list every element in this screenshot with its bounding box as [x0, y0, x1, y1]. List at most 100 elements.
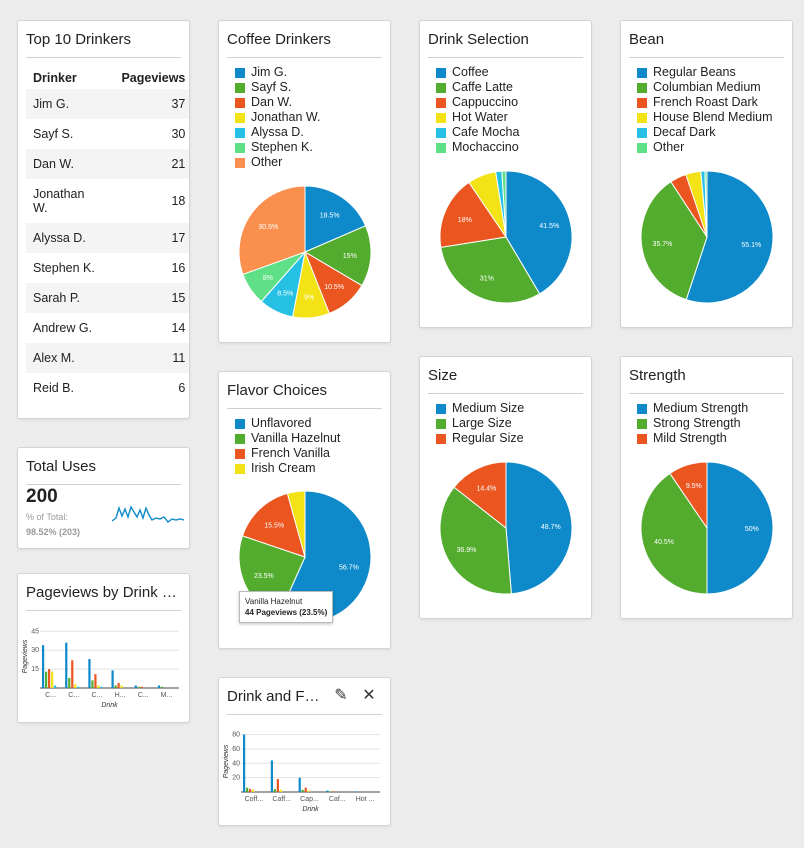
pie-slice-medium-strength[interactable] [706, 461, 774, 595]
bar[interactable] [91, 680, 94, 688]
pie-slice-regular-size[interactable] [453, 461, 507, 530]
bar[interactable] [120, 685, 123, 688]
bar[interactable] [94, 674, 97, 688]
legend-item-caffe-latte[interactable]: Caffe Latte [436, 80, 519, 95]
bar[interactable] [45, 671, 48, 688]
edit-icon[interactable]: ✎ [334, 687, 348, 704]
legend-item-other[interactable]: Other [235, 155, 321, 170]
legend-item-french-roast-dark[interactable]: French Roast Dark [637, 95, 773, 110]
bar[interactable] [74, 684, 77, 688]
legend-item-large-size[interactable]: Large Size [436, 416, 524, 431]
bar[interactable] [249, 789, 252, 792]
bar[interactable] [111, 670, 114, 688]
column-header-pageviews[interactable]: Pageviews [121, 71, 186, 85]
legend-item-jim-g[interactable]: Jim G. [235, 65, 321, 80]
legend-label: Other [653, 140, 685, 154]
bar[interactable] [326, 790, 329, 792]
pie-slice-medium-size[interactable] [505, 461, 573, 595]
bar[interactable] [298, 777, 301, 792]
legend-item-irish-cream[interactable]: Irish Cream [235, 461, 340, 476]
bar[interactable] [279, 789, 282, 792]
pie-slice-large-size[interactable] [439, 486, 512, 595]
bar[interactable] [42, 645, 45, 688]
bar[interactable] [304, 787, 307, 792]
pie-slice-strong-strength[interactable] [640, 472, 708, 595]
legend-item-jonathan-w[interactable]: Jonathan W. [235, 110, 321, 125]
bar[interactable] [307, 790, 310, 792]
bar[interactable] [273, 789, 276, 792]
legend-item-coffee[interactable]: Coffee [436, 65, 519, 80]
pie-slice-regular-beans[interactable] [685, 170, 774, 304]
y-tick-label: 40 [232, 760, 240, 767]
legend-item-alyssa-d[interactable]: Alyssa D. [235, 125, 321, 140]
bar[interactable] [137, 686, 140, 688]
pie-slice-jim-g[interactable] [304, 185, 367, 253]
legend-item-sayf-s[interactable]: Sayf S. [235, 80, 321, 95]
bar[interactable] [51, 671, 54, 688]
bar[interactable] [252, 789, 255, 792]
bar[interactable] [329, 791, 332, 792]
legend-item-house-blend-medium[interactable]: House Blend Medium [637, 110, 773, 125]
legend-item-mild-strength[interactable]: Mild Strength [637, 431, 748, 446]
pie-slice-sayf-s[interactable] [303, 225, 372, 287]
bar[interactable] [301, 789, 304, 792]
legend-item-regular-size[interactable]: Regular Size [436, 431, 524, 446]
bar[interactable] [65, 642, 68, 688]
bar[interactable] [160, 686, 164, 688]
widget-title: Coffee Drinkers [227, 31, 331, 48]
bar[interactable] [48, 669, 51, 688]
bar[interactable] [276, 779, 279, 792]
pie-slice-other[interactable] [238, 185, 306, 275]
legend-item-french-vanilla[interactable]: French Vanilla [235, 446, 340, 461]
pie-slice-mild-strength[interactable] [669, 461, 708, 530]
bar[interactable] [134, 685, 137, 688]
pageview-count: 17 [114, 223, 189, 253]
pie-slice-mochaccino[interactable] [501, 170, 507, 238]
bar[interactable] [246, 787, 249, 792]
legend-item-unflavored[interactable]: Unflavored [235, 416, 340, 431]
legend-item-cappuccino[interactable]: Cappuccino [436, 95, 519, 110]
pie-slice-irish-cream[interactable] [286, 490, 306, 558]
legend-item-medium-strength[interactable]: Medium Strength [637, 401, 748, 416]
legend-item-dan-w[interactable]: Dan W. [235, 95, 321, 110]
close-icon[interactable]: ✕ [362, 687, 376, 704]
bar[interactable] [68, 677, 71, 688]
legend-item-hot-water[interactable]: Hot Water [436, 110, 519, 125]
bar[interactable] [88, 659, 91, 688]
legend-item-other[interactable]: Other [637, 140, 773, 155]
bar[interactable] [71, 660, 74, 688]
bar[interactable] [77, 686, 80, 688]
pie-slice-other[interactable] [704, 170, 708, 238]
pie-slice-columbian-medium[interactable] [640, 181, 708, 301]
bar[interactable] [97, 685, 100, 688]
drink-selection-pie: 41.5% 31% 18% [439, 170, 573, 304]
pie-slice-french-vanilla[interactable] [241, 492, 306, 558]
legend-swatch [235, 82, 245, 93]
bar[interactable] [117, 682, 120, 688]
pie-slice-coffee[interactable] [505, 170, 573, 295]
bar[interactable] [54, 685, 57, 688]
legend-item-regular-beans[interactable]: Regular Beans [637, 65, 773, 80]
legend-label: Mochaccino [452, 140, 519, 154]
bar[interactable] [332, 791, 335, 792]
bar[interactable] [243, 734, 246, 792]
legend-item-columbian-medium[interactable]: Columbian Medium [637, 80, 773, 95]
bar[interactable] [354, 791, 357, 792]
legend-item-medium-size[interactable]: Medium Size [436, 401, 524, 416]
legend-item-cafe-mocha[interactable]: Cafe Mocha [436, 125, 519, 140]
bar[interactable] [140, 686, 143, 688]
chart-legend: Medium Size Large Size Regular Size [436, 401, 524, 446]
pie-slice-cappuccino[interactable] [439, 181, 507, 248]
bar[interactable] [157, 685, 161, 688]
pie-slice-caffe-latte[interactable] [440, 236, 541, 304]
bar[interactable] [114, 685, 117, 688]
legend-item-decaf-dark[interactable]: Decaf Dark [637, 125, 773, 140]
legend-item-stephen-k[interactable]: Stephen K. [235, 140, 321, 155]
legend-item-mochaccino[interactable]: Mochaccino [436, 140, 519, 155]
bar[interactable] [270, 760, 273, 792]
legend-item-strong-strength[interactable]: Strong Strength [637, 416, 748, 431]
legend-label: Irish Cream [251, 461, 316, 475]
legend-item-vanilla-hazelnut[interactable]: Vanilla Hazelnut [235, 431, 340, 446]
bar[interactable] [100, 686, 103, 688]
column-header-drinker[interactable]: Drinker [33, 71, 77, 85]
